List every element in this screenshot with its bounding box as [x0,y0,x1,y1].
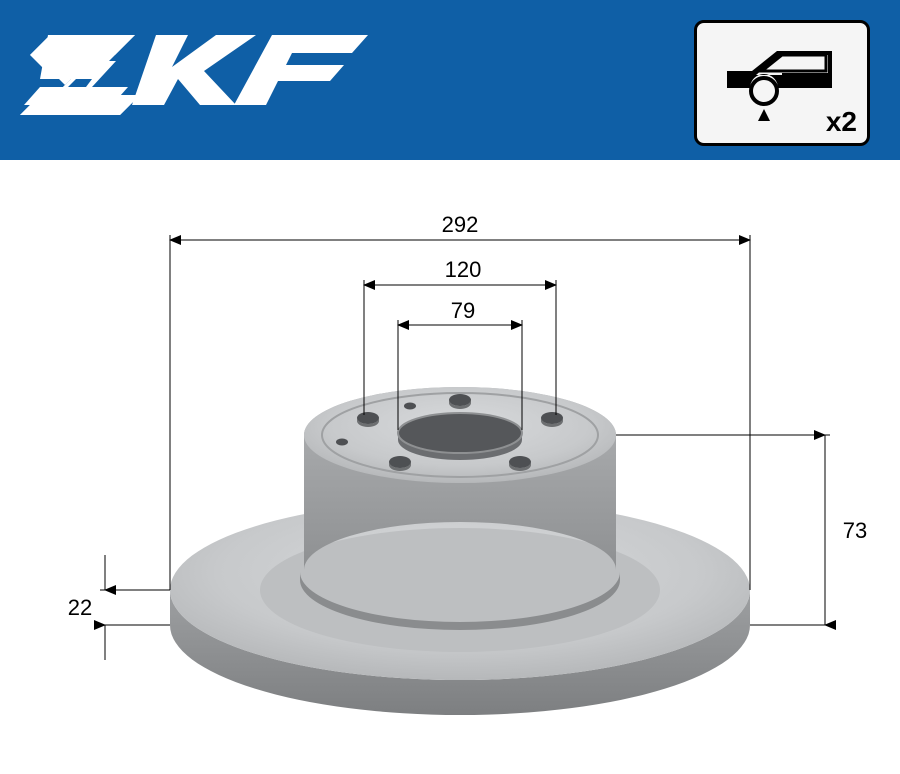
header-bar: x2 [0,0,900,160]
brake-disc-drawing [0,160,900,774]
quantity-label: x2 [826,106,857,138]
dim-bolt-circle: 120 [433,257,493,283]
skf-logo-svg [20,25,380,135]
dim-outer-diameter: 292 [430,212,490,238]
dim-overall-height: 73 [835,518,875,544]
quantity-box: x2 [694,20,870,146]
dim-disc-thickness: 22 [60,595,100,621]
brake-disc-body [170,387,750,715]
technical-diagram: 292 120 79 73 22 [0,160,900,774]
brand-logo [20,25,380,135]
car-rear-wheel-icon [722,43,842,123]
dim-hub-bore: 79 [438,298,488,324]
